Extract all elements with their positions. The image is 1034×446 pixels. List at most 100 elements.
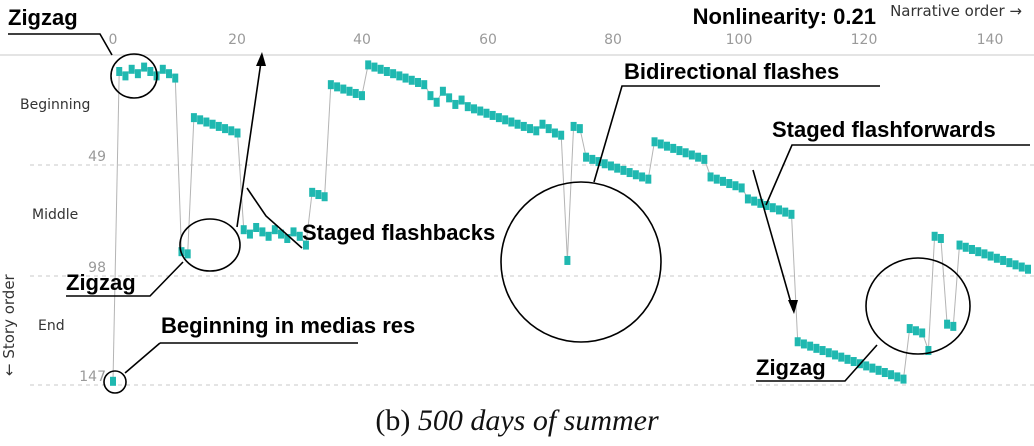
scene-marker [912, 326, 919, 336]
scene-marker [900, 374, 907, 384]
scene-marker [925, 346, 932, 356]
scene-marker [215, 121, 222, 131]
scene-marker [278, 229, 285, 239]
x-tick-label: 80 [604, 32, 622, 48]
scene-marker [670, 143, 677, 153]
scene-marker [365, 60, 372, 70]
scene-markers [110, 60, 1031, 386]
scene-marker [446, 93, 453, 103]
scene-marker [595, 157, 602, 167]
scene-marker [632, 170, 639, 180]
scene-marker [228, 126, 235, 136]
connector-line [305, 191, 313, 245]
scene-marker [190, 113, 197, 123]
x-tick-label: 20 [228, 32, 246, 48]
scene-marker [508, 117, 515, 127]
scene-marker [968, 244, 975, 254]
scene-marker [744, 194, 751, 204]
scene-marker [645, 174, 652, 184]
scene-marker [732, 181, 739, 191]
scene-marker [539, 119, 546, 129]
scene-marker [340, 84, 347, 94]
scene-marker [159, 64, 166, 74]
connector-line [174, 77, 182, 252]
scene-marker [452, 99, 459, 109]
scene-marker [651, 137, 658, 147]
scene-marker [421, 80, 428, 90]
scene-marker [402, 73, 409, 83]
scene-marker [751, 196, 758, 206]
scene-marker [558, 130, 565, 140]
scene-marker [626, 168, 633, 178]
x-tick-label: 60 [479, 32, 497, 48]
scene-marker [832, 350, 839, 360]
scene-marker [240, 225, 247, 235]
connector-line [790, 213, 799, 342]
staged-flashforwards-leader-line [765, 144, 1030, 206]
scene-marker [713, 174, 720, 184]
scene-marker [888, 370, 895, 380]
scene-marker [321, 192, 328, 202]
connector-line [187, 117, 195, 254]
scene-marker [141, 62, 148, 72]
scene-marker [657, 139, 664, 149]
y-tick-label: 49 [88, 149, 106, 165]
scene-marker [676, 146, 683, 156]
scene-marker [439, 86, 446, 96]
story-order-chart: 0 20 40 60 80 100 120 140 49 98 147 Begi… [0, 2, 1034, 394]
medias-res-leader-line [124, 342, 161, 374]
scene-marker [110, 376, 116, 386]
connector-line [112, 70, 120, 381]
staged-flashforwards-arrow [752, 169, 794, 311]
scene-marker [1012, 260, 1019, 270]
scene-marker [284, 233, 291, 243]
scene-marker [290, 227, 297, 237]
scene-marker [639, 172, 646, 182]
scene-marker [769, 203, 776, 213]
x-tick-label: 0 [109, 32, 118, 48]
scene-marker [807, 341, 814, 351]
scene-marker [707, 172, 714, 182]
scene-marker [614, 163, 621, 173]
scene-marker [302, 240, 309, 250]
scene-marker [551, 128, 558, 138]
zigzag-leader-line [756, 344, 878, 382]
bidirectional-flashes-circle [500, 181, 662, 343]
annotation-zigzag: Zigzag [756, 355, 826, 380]
scene-marker [396, 71, 403, 81]
caption-title: 500 days of summer [417, 404, 659, 437]
x-tick-label: 100 [726, 32, 753, 48]
scene-marker [931, 231, 938, 241]
scene-marker [720, 176, 726, 186]
scene-marker [589, 154, 596, 164]
scene-marker [371, 62, 378, 72]
scene-marker [794, 337, 801, 347]
scene-marker [222, 124, 229, 134]
connector-line [647, 141, 656, 179]
scene-marker [607, 161, 614, 171]
scene-marker [813, 343, 820, 353]
scene-marker [1025, 264, 1031, 274]
zigzag-leader-line [66, 261, 184, 297]
scene-marker [352, 88, 359, 98]
scene-marker [346, 86, 353, 96]
scene-marker [464, 102, 471, 112]
scene-marker [116, 66, 123, 76]
figure-caption: (b) 500 days of summer [0, 404, 1034, 438]
medias-res-highlight-circle [103, 370, 127, 394]
connector-line [940, 237, 948, 324]
scene-marker [863, 361, 870, 371]
scene-marker [838, 352, 845, 362]
scene-marker [981, 249, 988, 259]
scene-marker [937, 233, 944, 243]
connector-line [952, 244, 961, 326]
section-label-beginning: Beginning [20, 97, 90, 113]
y-tick-label: 147 [79, 369, 106, 385]
scene-marker [415, 77, 421, 87]
connector-line [324, 84, 332, 197]
scene-marker [147, 66, 154, 76]
annotation-zigzag: Zigzag [8, 5, 78, 30]
scene-marker [390, 69, 397, 79]
scene-marker [184, 249, 191, 259]
scene-marker [122, 71, 129, 81]
